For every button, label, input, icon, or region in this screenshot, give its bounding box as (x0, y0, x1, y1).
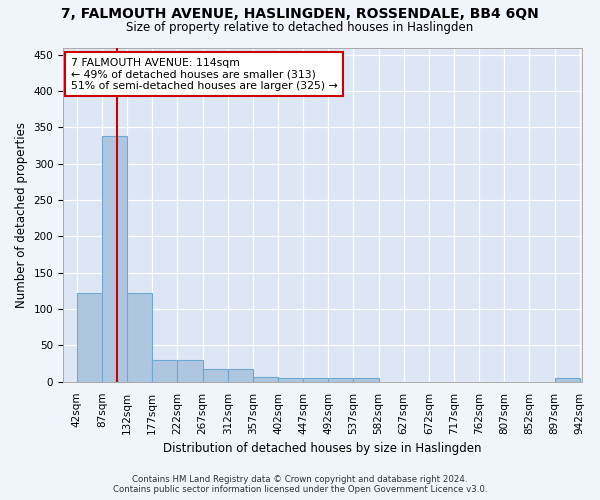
Bar (278, 378, 303, 382)
Bar (554, 378, 580, 382)
Bar (328, 378, 353, 382)
Bar (353, 378, 379, 382)
Text: Size of property relative to detached houses in Haslingden: Size of property relative to detached ho… (127, 22, 473, 35)
Bar (102, 136, 127, 382)
Y-axis label: Number of detached properties: Number of detached properties (15, 122, 28, 308)
Text: Contains HM Land Registry data © Crown copyright and database right 2024.
Contai: Contains HM Land Registry data © Crown c… (113, 474, 487, 494)
Bar (203, 370, 228, 382)
Text: 7, FALMOUTH AVENUE, HASLINGDEN, ROSSENDALE, BB4 6QN: 7, FALMOUTH AVENUE, HASLINGDEN, ROSSENDA… (61, 8, 539, 22)
X-axis label: Distribution of detached houses by size in Haslingden: Distribution of detached houses by size … (163, 442, 482, 455)
Bar (228, 370, 253, 382)
Text: 7 FALMOUTH AVENUE: 114sqm
← 49% of detached houses are smaller (313)
51% of semi: 7 FALMOUTH AVENUE: 114sqm ← 49% of detac… (71, 58, 338, 90)
Bar (303, 378, 328, 382)
Bar (253, 376, 278, 382)
Bar (127, 293, 152, 382)
Bar (152, 360, 178, 382)
Bar (77, 293, 102, 382)
Bar (178, 360, 203, 382)
